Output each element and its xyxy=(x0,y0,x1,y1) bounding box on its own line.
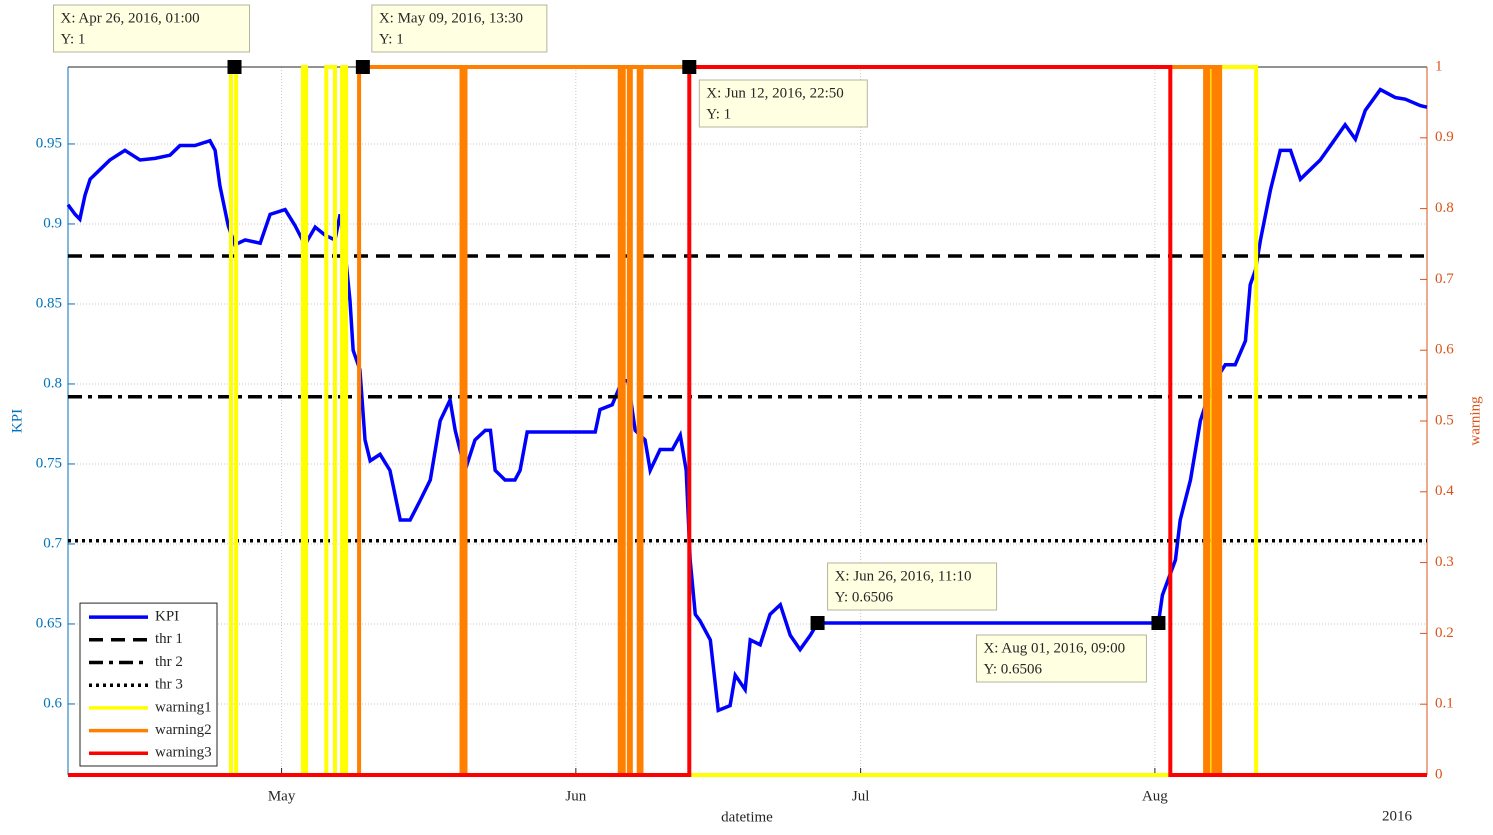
y2-tick-label: 1 xyxy=(1435,58,1443,74)
legend-label: warning1 xyxy=(155,699,212,715)
y-tick-label: 0.8 xyxy=(43,375,62,391)
datatip-x: X: Jun 26, 2016, 11:10 xyxy=(835,568,972,584)
legend-label: KPI xyxy=(155,609,179,625)
datatip-marker xyxy=(227,60,242,74)
legend-box xyxy=(79,602,218,767)
y2-tick-label: 0.5 xyxy=(1435,412,1454,428)
y2-tick-label: 0.3 xyxy=(1435,554,1454,570)
legend-label: thr 3 xyxy=(155,677,183,693)
x-tick-label: Jul xyxy=(852,788,870,804)
y2-tick-label: 0.9 xyxy=(1435,129,1454,145)
y2-axis-label: warning xyxy=(1467,396,1483,446)
y-tick-label: 0.6 xyxy=(43,695,62,711)
datatip-box xyxy=(53,4,251,53)
y-tick-label: 0.95 xyxy=(36,135,62,151)
datatip-marker xyxy=(1151,616,1166,630)
datatip-y: Y: 0.6506 xyxy=(835,589,894,605)
datatip-x: X: Apr 26, 2016, 01:00 xyxy=(61,10,200,26)
x-tick-label: May xyxy=(268,788,296,804)
y-tick-label: 0.75 xyxy=(36,455,62,471)
kpi-line xyxy=(66,87,1428,713)
datatip-marker xyxy=(682,60,697,74)
y-tick-label: 0.7 xyxy=(43,535,62,551)
datatip-y: Y: 1 xyxy=(61,31,86,47)
y-tick-label: 0.85 xyxy=(36,295,62,311)
datatip-box xyxy=(975,634,1147,683)
y-tick-label: 0.65 xyxy=(36,615,62,631)
datatip-y: Y: 1 xyxy=(706,106,731,122)
datatip-y: Y: 1 xyxy=(379,31,404,47)
x-axis-label: datetime xyxy=(721,809,773,825)
warning-line xyxy=(68,65,1427,777)
datatip-box xyxy=(827,562,998,611)
datatip-box xyxy=(371,4,548,53)
legend-label: thr 1 xyxy=(155,631,183,647)
x-tick-label: Aug xyxy=(1142,788,1168,804)
y2-tick-label: 0.7 xyxy=(1435,271,1454,287)
legend-label: warning2 xyxy=(155,722,212,738)
x-secondary-label: 2016 xyxy=(1382,808,1413,824)
y2-tick-label: 0.1 xyxy=(1435,696,1454,712)
datatip-x: X: May 09, 2016, 13:30 xyxy=(379,10,523,26)
x-tick-label: Jun xyxy=(565,788,586,804)
datatip-marker xyxy=(355,60,370,74)
legend-label: warning3 xyxy=(155,745,212,761)
y2-tick-label: 0.2 xyxy=(1435,625,1454,641)
y2-tick-label: 0.6 xyxy=(1435,342,1454,358)
datatip-marker xyxy=(810,616,825,630)
y2-tick-label: 0.8 xyxy=(1435,200,1454,216)
y2-tick-label: 0 xyxy=(1435,766,1443,782)
datatip-x: X: Jun 12, 2016, 22:50 xyxy=(706,85,844,101)
legend-label: thr 2 xyxy=(155,654,183,670)
datatip-box xyxy=(698,79,868,128)
y-tick-label: 0.9 xyxy=(43,215,62,231)
datatip-y: Y: 0.6506 xyxy=(983,661,1042,677)
datatip-x: X: Aug 01, 2016, 09:00 xyxy=(983,640,1125,656)
y-axis-label: KPI xyxy=(9,409,25,433)
y2-tick-label: 0.4 xyxy=(1435,483,1454,499)
